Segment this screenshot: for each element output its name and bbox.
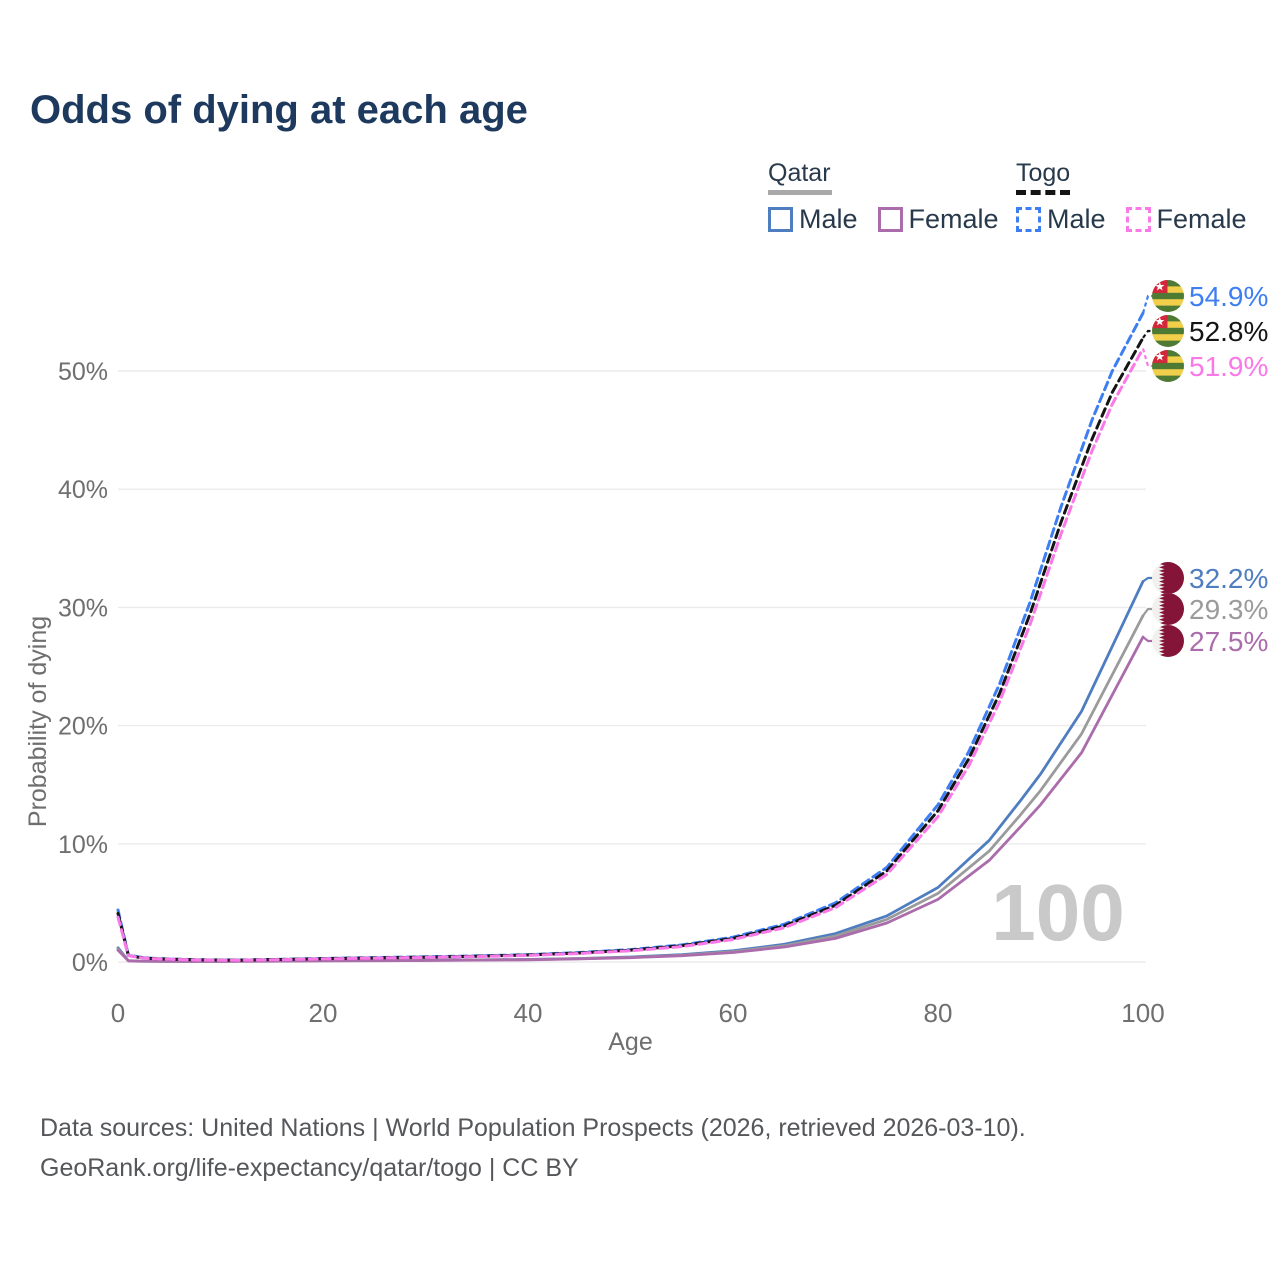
y-tick-label-50: 50%	[58, 358, 108, 386]
end-connector-qatar-male	[1142, 576, 1153, 583]
end-connector-togo-female	[1141, 348, 1153, 368]
end-label-qatar-female: 27.5%	[1189, 626, 1268, 657]
line-togo-female	[116, 347, 1145, 962]
legend-line-style-togo	[1016, 190, 1070, 195]
x-tick-label-0: 0	[111, 998, 125, 1028]
flag-icon-qatar	[1152, 625, 1184, 657]
y-tick-label-20: 20%	[58, 713, 108, 741]
flag-icon-qatar	[1152, 593, 1184, 625]
flag-icon-qatar	[1152, 562, 1184, 594]
legend-label-togo-female: Female	[1156, 204, 1247, 234]
end-label-togo-both: 52.8%	[1189, 316, 1268, 347]
end-label-togo-male: 54.9%	[1189, 281, 1268, 312]
y-axis-title: Probability of dying	[24, 616, 52, 827]
footer: Data sources: United Nations | World Pop…	[40, 1108, 1026, 1188]
y-tick-label-30: 30%	[58, 594, 108, 622]
legend-swatch-togo-male	[1016, 207, 1041, 232]
end-connector-qatar-both	[1142, 607, 1153, 617]
line-togo-both	[116, 336, 1145, 962]
x-tick-label-20: 20	[309, 998, 338, 1028]
end-label-togo-female: 51.9%	[1189, 351, 1268, 382]
legend-item-togo-male: Male	[1016, 204, 1106, 235]
legend-label-qatar-female: Female	[908, 204, 999, 234]
legend-country-togo: Togo	[1016, 159, 1071, 187]
x-tick-label-80: 80	[924, 998, 953, 1028]
x-tick-label-100: 100	[1121, 998, 1164, 1028]
end-label-qatar-male: 32.2%	[1189, 563, 1268, 594]
line-togo-male	[116, 311, 1145, 962]
x-tick-label-60: 60	[719, 998, 748, 1028]
legend-swatch-togo-female	[1125, 207, 1151, 232]
legend-item-togo-female: Female	[1125, 204, 1247, 235]
end-label-qatar-both: 29.3%	[1189, 594, 1268, 625]
legend-label-togo-male: Male	[1047, 204, 1106, 234]
legend-group-togo: Togo Male Female	[1016, 160, 1247, 235]
line-qatar-both	[116, 614, 1145, 963]
legend-swatch-qatar-female	[877, 207, 903, 232]
footer-attribution: GeoRank.org/life-expectancy/qatar/togo |…	[40, 1154, 579, 1182]
legend-country-qatar: Qatar	[768, 159, 831, 187]
x-axis-title: Age	[608, 1028, 652, 1056]
flag-icon-togo	[1152, 280, 1184, 312]
legend-item-qatar-female: Female	[877, 204, 999, 235]
flag-icon-togo	[1152, 350, 1184, 382]
end-connector-togo-male	[1141, 294, 1153, 314]
page-title: Odds of dying at each age	[30, 88, 528, 132]
legend-item-qatar-male: Male	[768, 204, 858, 235]
end-connector-togo-both	[1142, 329, 1153, 339]
y-tick-label-0: 0%	[72, 949, 108, 977]
legend-swatch-qatar-male	[768, 207, 793, 232]
age-watermark: 100	[991, 868, 1124, 957]
y-tick-label-40: 40%	[58, 476, 108, 504]
x-tick-label-40: 40	[514, 998, 543, 1028]
line-qatar-female	[116, 635, 1145, 963]
line-chart: 0% 10% 20% 30% 40% 50% 0 20 40 60 80 100 Age Probabil…	[24, 280, 1268, 1056]
end-connector-qatar-female	[1142, 636, 1153, 643]
footer-data-sources: Data sources: United Nations | World Pop…	[40, 1114, 1026, 1142]
legend-line-style-qatar	[768, 190, 832, 195]
y-tick-label-10: 10%	[58, 831, 108, 859]
legend-label-qatar-male: Male	[799, 204, 858, 234]
flag-icon-togo	[1152, 315, 1184, 347]
line-qatar-male	[116, 580, 1145, 963]
legend-group-qatar: Qatar Male Female	[768, 160, 999, 235]
